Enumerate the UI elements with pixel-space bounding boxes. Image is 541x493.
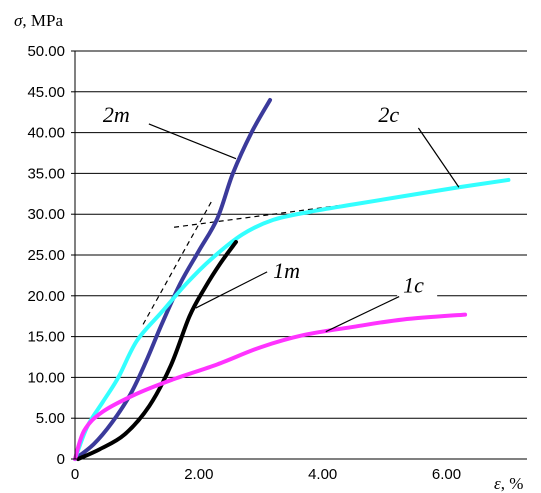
annotation-bg-1m — [267, 257, 308, 284]
leader-line-2m — [148, 123, 237, 160]
x-tick-label-0: 0 — [71, 466, 79, 483]
axes: 0 5.00 10.00 15.00 20.00 25.00 30.00 35.00 40.00… — [27, 43, 527, 483]
leader-line-1m — [195, 271, 268, 309]
curve-annotations: 2m 2c 1m 1c — [96, 101, 460, 333]
y-tick-label-9: 45.00 — [27, 84, 65, 101]
y-tick-label-4: 20.00 — [27, 288, 65, 305]
leader-line-1c — [325, 295, 400, 333]
x-tick-label-2: 4.00 — [308, 466, 337, 483]
y-tick-label-6: 30.00 — [27, 206, 65, 223]
x-tick-label-1: 2.00 — [184, 466, 213, 483]
series-line-2m — [73, 97, 273, 461]
curve-label-2c: 2c — [378, 102, 399, 127]
y-tick-label-10: 50.00 — [27, 43, 65, 60]
series-line-1m — [76, 239, 238, 461]
y-tick-label-5: 25.00 — [27, 247, 65, 264]
annotation-bg-1c — [397, 272, 438, 299]
series-line-1c — [73, 312, 468, 461]
tangent-line-1 — [173, 197, 398, 228]
y-tick-label-2: 10.00 — [27, 369, 65, 386]
y-tick-label-7: 35.00 — [27, 165, 65, 182]
gridlines — [75, 50, 527, 419]
series-line-2c — [73, 177, 511, 461]
y-tick-label-0: 0 — [57, 451, 65, 468]
tangent-guides — [142, 197, 398, 325]
y-tick-label-8: 40.00 — [27, 125, 65, 142]
curve-label-1c: 1c — [403, 273, 424, 298]
curve-label-1m: 1m — [273, 258, 300, 283]
y-tick-label-3: 15.00 — [27, 329, 65, 346]
curve-label-2m: 2m — [103, 102, 130, 127]
annotation-bg-2m — [96, 101, 137, 128]
data-series — [73, 97, 511, 461]
y-tick-label-1: 5.00 — [36, 410, 65, 427]
leader-line-2c — [417, 127, 460, 188]
y-axis-title: σ, MPa — [14, 11, 63, 30]
annotation-bg-2c — [372, 101, 413, 128]
x-tick-label-3: 6.00 — [432, 466, 461, 483]
x-axis-title: ε, % — [494, 474, 523, 493]
